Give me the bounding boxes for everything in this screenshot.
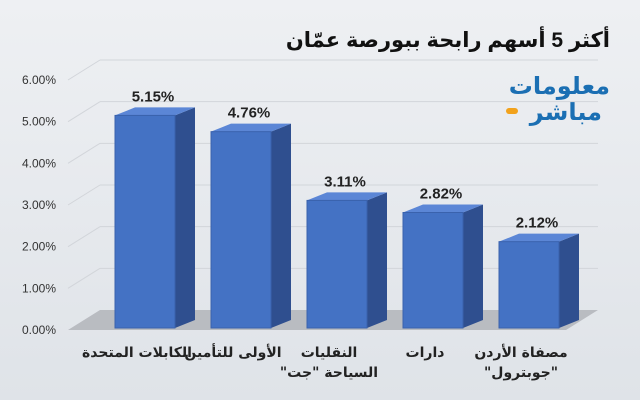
bar: [114, 114, 176, 329]
bar: [498, 241, 560, 329]
y-tick-label: 5.00%: [22, 115, 56, 129]
y-tick-label: 4.00%: [22, 156, 56, 170]
category-label: النقليات: [301, 345, 358, 361]
y-tick-label: 1.00%: [22, 281, 56, 295]
gridline-side: [67, 59, 101, 81]
bar: [306, 199, 368, 329]
data-label: 2.12%: [516, 215, 559, 232]
bar: [210, 131, 272, 329]
category-label: دارات: [406, 345, 445, 361]
category-label: السياحة "جت": [280, 365, 378, 381]
chart-title: أكثر 5 أسهم رابحة ببورصة عمّان: [285, 29, 610, 52]
logo: معلومات مباشر: [498, 72, 616, 136]
bar-side: [271, 123, 291, 329]
bar-side: [175, 107, 195, 329]
data-label: 3.11%: [324, 173, 366, 190]
data-label: 5.15%: [132, 88, 175, 105]
category-label: الكابلات المتحدة: [82, 345, 192, 361]
y-tick-label: 3.00%: [22, 198, 56, 212]
gridline-side: [67, 142, 101, 164]
data-label: 2.82%: [420, 186, 463, 203]
bar-top: [211, 123, 291, 132]
bar-top: [115, 107, 195, 116]
gridline-side: [67, 184, 101, 206]
bar-side: [559, 233, 579, 328]
bar-top: [403, 204, 483, 213]
category-label: مصفاة الأردن: [474, 344, 567, 361]
bar-side: [367, 192, 387, 328]
logo-line-2: مباشر: [529, 99, 602, 126]
bar-top: [307, 192, 387, 201]
bar-side: [463, 204, 483, 328]
logo-line-1: معلومات: [508, 73, 610, 100]
category-label: "جوبترول": [484, 365, 558, 381]
gridline-side: [67, 226, 101, 248]
gridline-side: [67, 101, 101, 123]
bar-top: [499, 233, 579, 242]
y-tick-label: 0.00%: [22, 323, 56, 337]
gridline-side: [67, 267, 101, 289]
data-label: 4.76%: [228, 105, 271, 122]
y-tick-label: 2.00%: [22, 240, 56, 254]
logo-accent: [506, 108, 518, 114]
bar: [402, 212, 464, 329]
y-tick-label: 6.00%: [22, 73, 56, 87]
category-label: الأولى للتأمين: [184, 343, 281, 361]
